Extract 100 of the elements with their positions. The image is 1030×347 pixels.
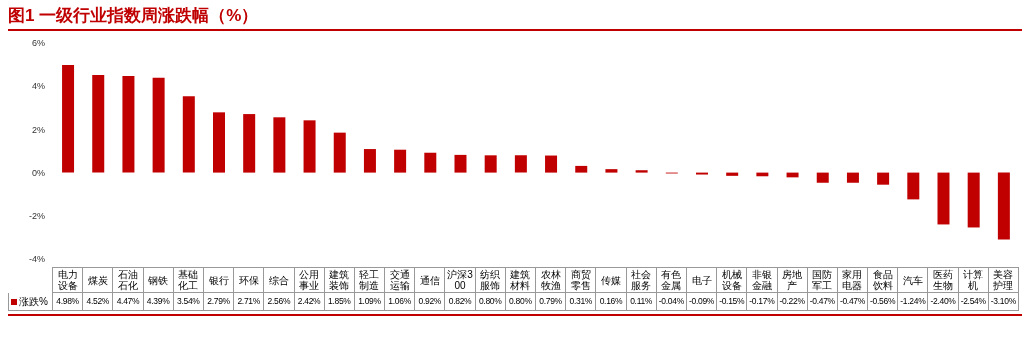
bar <box>967 172 980 228</box>
bar <box>303 120 316 173</box>
x-tick-label: 银行 <box>203 267 235 293</box>
bar <box>726 172 739 176</box>
data-label: 1.06% <box>385 293 416 311</box>
data-label: -0.47% <box>807 293 838 311</box>
x-tick-label: 建筑材料 <box>505 267 536 293</box>
x-tick-label: 商贸零售 <box>566 267 597 293</box>
x-tick-label: 房地产 <box>777 267 808 293</box>
x-tick-label: 计算机 <box>958 267 989 293</box>
x-tick-label: 环保 <box>234 267 265 293</box>
bar <box>92 74 105 173</box>
x-tick-label: 美容护理 <box>988 267 1019 293</box>
data-label: 0.92% <box>415 293 446 311</box>
x-tick-label: 医药生物 <box>928 267 959 293</box>
data-label: -0.04% <box>656 293 687 311</box>
x-tick-label: 石油石化 <box>113 267 144 293</box>
bar <box>997 172 1010 240</box>
data-label: 2.42% <box>294 293 325 311</box>
bar <box>877 172 890 185</box>
bar <box>212 112 225 173</box>
data-label: 1.85% <box>324 293 355 311</box>
x-tick-label: 通信 <box>415 267 446 293</box>
y-tick-label: -2% <box>28 211 45 221</box>
x-tick-label: 纺织服饰 <box>475 267 506 293</box>
x-tick-label: 有色金属 <box>656 267 687 293</box>
data-label: -1.24% <box>898 293 929 311</box>
bar <box>62 65 75 173</box>
data-label: 4.52% <box>83 293 114 311</box>
bar <box>182 96 195 173</box>
data-label: 0.16% <box>596 293 627 311</box>
data-label: 0.79% <box>536 293 567 311</box>
bar <box>816 172 829 183</box>
data-label: 2.56% <box>264 293 295 311</box>
bar <box>484 155 497 173</box>
data-label: 1.09% <box>354 293 386 311</box>
bar <box>514 155 527 173</box>
data-label: 0.11% <box>626 293 657 311</box>
bar <box>363 149 376 173</box>
x-tick-label: 传媒 <box>596 267 627 293</box>
data-label: -2.40% <box>928 293 959 311</box>
y-tick-label: 2% <box>31 124 45 135</box>
x-tick-label: 汽车 <box>898 267 929 293</box>
chart-title: 图1 一级行业指数周涨跌幅（%） <box>8 4 1022 31</box>
data-label: -2.54% <box>958 293 989 311</box>
x-tick-label: 综合 <box>264 267 295 293</box>
data-label: 0.80% <box>505 293 536 311</box>
data-label: 4.47% <box>113 293 144 311</box>
bar <box>424 152 437 173</box>
x-tick-label: 钢铁 <box>143 267 174 293</box>
x-tick-label: 沪深300 <box>445 267 476 293</box>
legend-label: 涨跌% <box>19 294 48 309</box>
bar <box>243 114 256 173</box>
x-tick-label: 煤炭 <box>83 267 114 293</box>
bar <box>937 172 950 225</box>
data-label: 4.39% <box>143 293 174 311</box>
x-tick-label: 轻工制造 <box>354 267 386 293</box>
data-label: 4.98% <box>53 293 84 311</box>
x-tick-label: 食品饮料 <box>868 267 899 293</box>
bar <box>545 155 558 173</box>
bar <box>635 170 648 173</box>
x-tick-label: 国防军工 <box>807 267 838 293</box>
data-label: 0.80% <box>475 293 506 311</box>
data-label: -0.09% <box>686 293 718 311</box>
data-label: -0.22% <box>777 293 808 311</box>
data-label: 2.79% <box>203 293 235 311</box>
data-label: -3.10% <box>988 293 1019 311</box>
x-tick-label: 基础化工 <box>173 267 204 293</box>
bar <box>605 169 618 173</box>
data-label: 2.71% <box>234 293 265 311</box>
data-label: -0.15% <box>717 293 748 311</box>
x-tick-label: 公用事业 <box>294 267 325 293</box>
bar <box>575 165 588 173</box>
bar <box>454 154 467 173</box>
bar <box>152 77 165 173</box>
x-tick-label: 机械设备 <box>717 267 748 293</box>
data-label: -0.17% <box>747 293 778 311</box>
data-label: -0.56% <box>868 293 899 311</box>
x-tick-label: 交通运输 <box>385 267 416 293</box>
bar <box>394 149 407 173</box>
y-tick-label: 4% <box>31 81 45 92</box>
x-tick-label: 电子 <box>686 267 718 293</box>
data-label: 0.82% <box>445 293 476 311</box>
bar <box>122 76 135 173</box>
data-label: -0.47% <box>837 293 869 311</box>
x-tick-label: 建筑装饰 <box>324 267 355 293</box>
bar <box>907 172 920 200</box>
bar <box>273 117 286 173</box>
bar <box>333 132 346 173</box>
y-tick-label: 0% <box>31 167 45 178</box>
x-tick-label: 社会服务 <box>626 267 657 293</box>
bar <box>846 172 859 183</box>
x-tick-label: 电力设备 <box>53 267 84 293</box>
y-tick-label: -4% <box>28 254 45 265</box>
data-label: 0.31% <box>566 293 597 311</box>
x-tick-label: 家用电器 <box>837 267 869 293</box>
y-tick-label: 6% <box>31 38 45 49</box>
x-tick-label: 非银金融 <box>747 267 778 293</box>
data-label: 3.54% <box>173 293 204 311</box>
x-tick-label: 农林牧渔 <box>536 267 567 293</box>
